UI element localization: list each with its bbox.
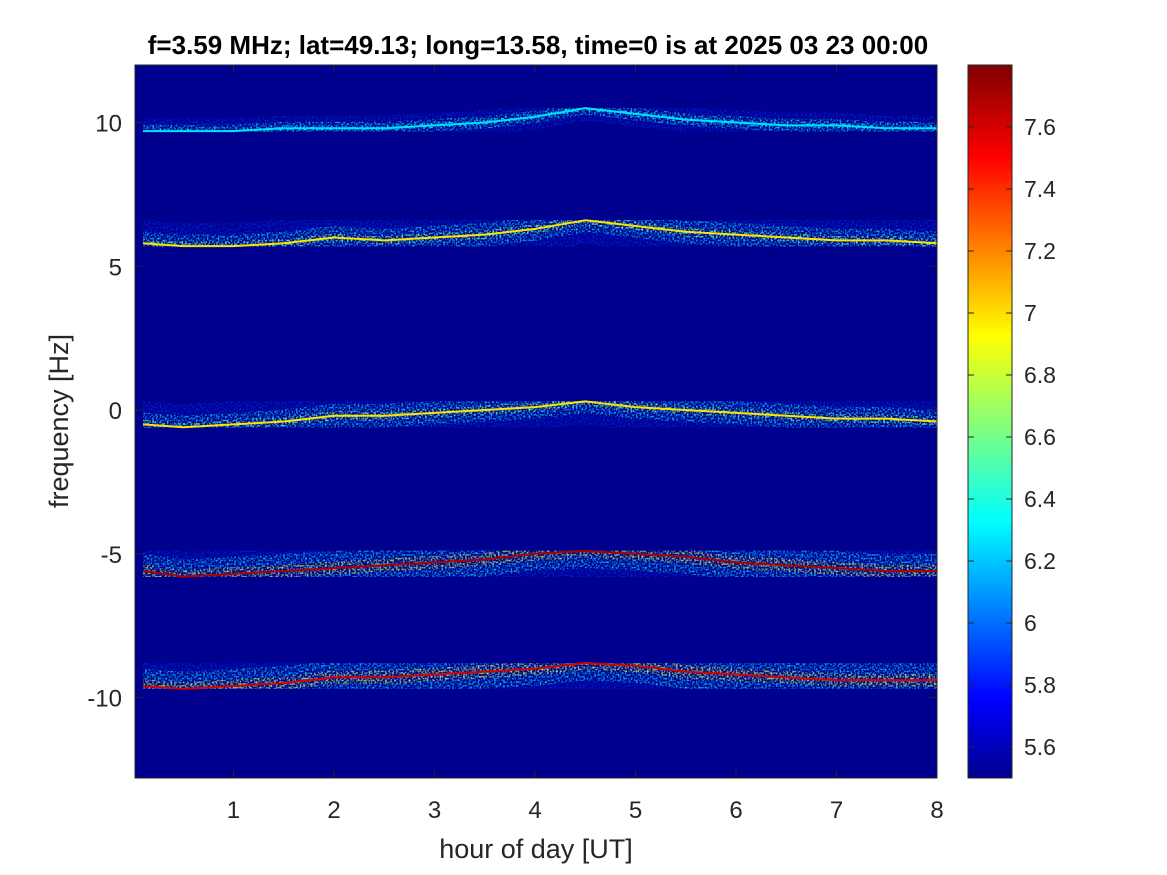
colorbar-tick-label: 7.4 — [1024, 176, 1056, 202]
y-tick-label: -5 — [101, 542, 122, 569]
trace-core — [142, 219, 937, 248]
x-axis-label: hour of day [UT] — [439, 834, 633, 864]
trace-0 — [135, 95, 937, 144]
colorbar-tick-label: 5.8 — [1024, 672, 1056, 698]
x-tick-label: 8 — [930, 797, 943, 824]
plot-frame — [134, 64, 938, 779]
trace-core — [143, 107, 937, 133]
colorbar-tick-label: 7.6 — [1024, 114, 1056, 140]
colorbar — [967, 64, 1013, 779]
x-tick-label: 7 — [830, 797, 843, 824]
trace-core — [142, 549, 937, 578]
y-tick-label: -10 — [87, 686, 122, 713]
colorbar-ticks: 5.6 5.8 6 6.2 6.4 6.6 6.8 7 7.2 7.4 7.6 — [968, 114, 1056, 760]
colorbar-tick-label: 6.6 — [1024, 424, 1056, 450]
trace-2 — [135, 378, 937, 451]
trace-3 — [135, 516, 937, 611]
chart-title: f=3.59 MHz; lat=49.13; long=13.58, time=… — [148, 30, 928, 60]
trace-core — [142, 400, 937, 429]
y-tick-label: 10 — [95, 111, 122, 138]
colorbar-tick-label: 5.6 — [1024, 734, 1056, 760]
y-axis-label: frequency [Hz] — [44, 334, 74, 508]
x-tick-label: 2 — [327, 797, 340, 824]
colorbar-tick-label: 7.2 — [1024, 238, 1056, 264]
x-tick-label: 1 — [227, 797, 240, 824]
colorbar-tick-label: 6.8 — [1024, 362, 1056, 388]
x-tick-label: 3 — [428, 797, 441, 824]
y-tick-label: 0 — [109, 398, 122, 425]
colorbar-tick-label: 6.2 — [1024, 548, 1056, 574]
trace-core — [142, 662, 937, 690]
x-axis-ticks: 1 2 3 4 5 6 7 8 — [227, 65, 944, 824]
y-tick-label: 5 — [109, 254, 122, 281]
colorbar-tick-label: 7 — [1024, 300, 1037, 326]
colorbar-tick-label: 6.4 — [1024, 486, 1056, 512]
spectral-traces — [135, 95, 937, 724]
trace-1 — [135, 196, 937, 270]
x-tick-label: 5 — [629, 797, 642, 824]
trace-4 — [135, 628, 937, 724]
x-tick-label: 4 — [528, 797, 541, 824]
x-tick-label: 6 — [729, 797, 742, 824]
colorbar-tick-label: 6 — [1024, 610, 1037, 636]
y-axis-ticks: 10 5 0 -5 -10 — [87, 111, 937, 713]
